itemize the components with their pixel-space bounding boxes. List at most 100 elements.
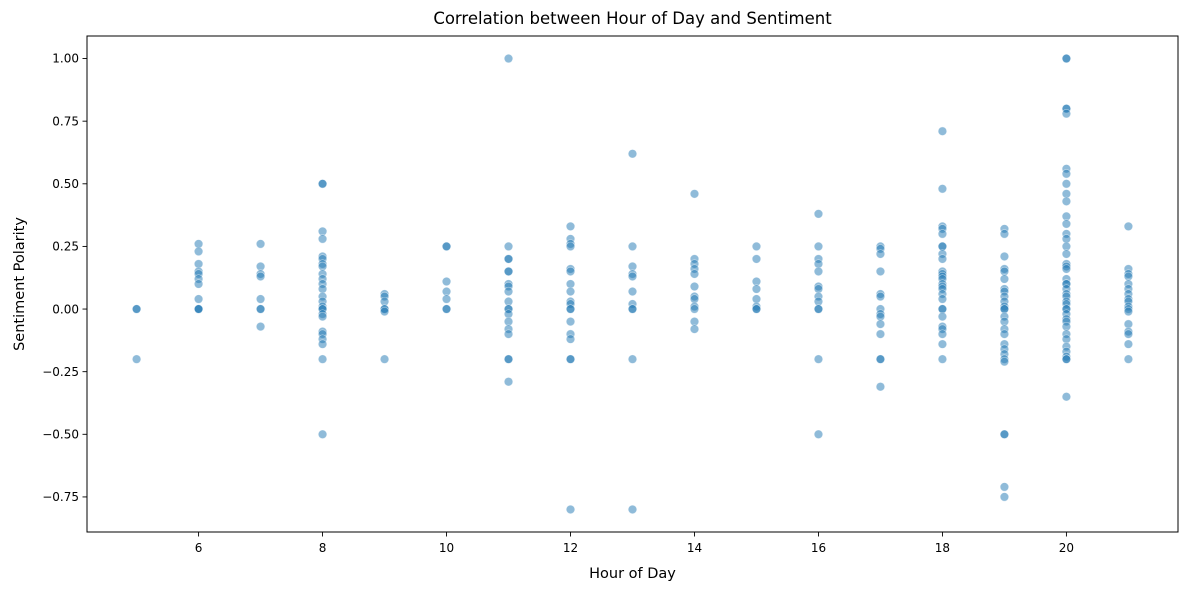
data-point bbox=[317, 339, 328, 349]
data-point bbox=[441, 304, 452, 314]
data-point bbox=[379, 306, 390, 317]
plot-area bbox=[131, 53, 1134, 515]
data-point bbox=[999, 492, 1010, 502]
data-point bbox=[875, 354, 886, 364]
y-axis: −0.75 −0.50 −0.25 0.00 0.25 0.50 0.75 1.00 bbox=[42, 52, 87, 504]
data-point bbox=[627, 286, 638, 297]
data-point bbox=[193, 279, 204, 289]
data-point bbox=[1123, 339, 1134, 349]
data-point bbox=[875, 319, 886, 329]
data-point bbox=[627, 271, 638, 282]
data-point bbox=[689, 324, 700, 334]
data-point bbox=[1123, 306, 1134, 317]
data-point bbox=[503, 254, 514, 264]
data-point bbox=[1123, 221, 1134, 231]
data-point bbox=[1061, 354, 1072, 364]
data-point bbox=[999, 429, 1010, 439]
plot-frame bbox=[86, 35, 1179, 533]
data-point bbox=[317, 234, 328, 244]
data-point bbox=[875, 329, 886, 339]
data-point bbox=[193, 294, 204, 304]
data-point bbox=[999, 274, 1010, 284]
chart-title: Correlation between Hour of Day and Sent… bbox=[433, 9, 832, 28]
y-tick-label: 0.00 bbox=[52, 302, 79, 316]
data-point bbox=[751, 241, 762, 252]
x-tick-label: 10 bbox=[439, 541, 454, 555]
data-point bbox=[503, 377, 514, 387]
data-point bbox=[503, 53, 514, 64]
data-point bbox=[317, 354, 328, 364]
data-point bbox=[565, 266, 576, 277]
data-point bbox=[813, 354, 824, 364]
data-point bbox=[751, 304, 762, 314]
data-point bbox=[317, 311, 328, 322]
data-point bbox=[937, 354, 948, 364]
data-point bbox=[503, 354, 514, 364]
data-point bbox=[131, 304, 142, 314]
y-tick-label: 1.00 bbox=[52, 52, 79, 66]
data-point bbox=[503, 266, 514, 277]
data-point bbox=[627, 304, 638, 314]
data-point bbox=[503, 286, 514, 297]
data-point bbox=[627, 354, 638, 364]
x-axis: 6 8 10 12 14 16 18 20 bbox=[195, 532, 1074, 555]
data-point bbox=[751, 284, 762, 294]
data-point bbox=[1123, 329, 1134, 339]
data-point bbox=[689, 189, 700, 199]
data-point bbox=[565, 304, 576, 314]
data-point bbox=[131, 354, 142, 364]
data-point bbox=[999, 251, 1010, 262]
data-point bbox=[937, 254, 948, 264]
data-point bbox=[875, 266, 886, 277]
data-point bbox=[565, 316, 576, 327]
data-point bbox=[875, 291, 886, 302]
data-point bbox=[193, 304, 204, 314]
y-tick-label: 0.50 bbox=[52, 177, 79, 191]
data-point bbox=[565, 241, 576, 252]
data-point bbox=[255, 321, 266, 332]
data-point bbox=[689, 304, 700, 314]
x-tick-label: 6 bbox=[195, 541, 203, 555]
data-point bbox=[565, 221, 576, 231]
x-tick-label: 18 bbox=[935, 541, 950, 555]
x-tick-label: 14 bbox=[687, 541, 702, 555]
data-point bbox=[751, 254, 762, 264]
data-point bbox=[1061, 196, 1072, 206]
data-point bbox=[999, 229, 1010, 239]
data-point bbox=[813, 304, 824, 314]
data-point bbox=[937, 294, 948, 304]
x-tick-label: 16 bbox=[811, 541, 826, 555]
data-point bbox=[1061, 264, 1072, 274]
data-point bbox=[503, 329, 514, 339]
data-point bbox=[627, 241, 638, 252]
data-point bbox=[441, 276, 452, 287]
data-point bbox=[1061, 249, 1072, 259]
data-point bbox=[1061, 219, 1072, 229]
data-point bbox=[999, 482, 1010, 492]
data-point bbox=[255, 294, 266, 304]
y-tick-label: −0.50 bbox=[42, 428, 79, 442]
y-axis-label: Sentiment Polarity bbox=[12, 217, 28, 351]
data-point bbox=[875, 382, 886, 392]
data-point bbox=[565, 504, 576, 515]
data-point bbox=[1061, 169, 1072, 179]
data-point bbox=[565, 354, 576, 364]
x-axis-label: Hour of Day bbox=[589, 566, 676, 582]
data-point bbox=[1061, 53, 1072, 64]
data-point bbox=[937, 339, 948, 349]
data-point bbox=[255, 304, 266, 314]
data-point bbox=[875, 249, 886, 259]
y-tick-label: 0.25 bbox=[52, 240, 79, 254]
data-point bbox=[937, 229, 948, 239]
data-point bbox=[937, 311, 948, 322]
data-point bbox=[317, 179, 328, 189]
x-tick-label: 20 bbox=[1059, 541, 1074, 555]
data-point bbox=[255, 271, 266, 282]
data-point bbox=[937, 329, 948, 339]
y-tick-label: −0.25 bbox=[42, 365, 79, 379]
data-point bbox=[1061, 109, 1072, 119]
data-point bbox=[813, 209, 824, 219]
data-point bbox=[689, 269, 700, 279]
